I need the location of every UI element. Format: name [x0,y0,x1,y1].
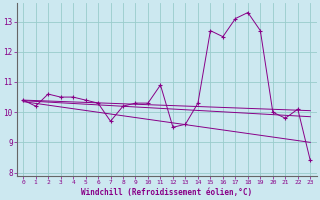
X-axis label: Windchill (Refroidissement éolien,°C): Windchill (Refroidissement éolien,°C) [81,188,252,197]
